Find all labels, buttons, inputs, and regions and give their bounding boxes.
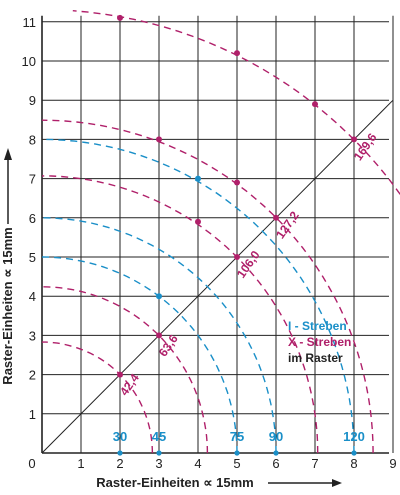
x-strebe-point — [156, 136, 162, 143]
y-tick-label: 10 — [22, 54, 36, 69]
y-tick-label: 4 — [29, 289, 36, 304]
y-tick-label: 5 — [29, 250, 36, 265]
i-strebe-point — [156, 293, 162, 300]
x-strebe-point — [195, 218, 201, 225]
x-strebe-label: 106,0 — [234, 248, 263, 281]
y-tick-label: 11 — [23, 15, 37, 30]
baseline-marker-point — [351, 450, 357, 456]
x-strebe-point — [312, 101, 318, 108]
x-tick-label: 5 — [233, 456, 240, 471]
x-tick-label: 6 — [272, 456, 279, 471]
y-tick-label: 1 — [29, 407, 36, 422]
x-strebe-arc — [41, 286, 209, 454]
x-strebe-arc — [72, 10, 400, 196]
baseline-marker-point — [117, 450, 123, 456]
x-tick-label: 7 — [311, 456, 318, 471]
marks — [117, 14, 357, 456]
legend-x-streben: X - Streben — [288, 335, 351, 349]
x-strebe-label: 127,2 — [273, 208, 302, 241]
x-tick-label: 2 — [116, 456, 123, 471]
baseline-marker-label: 75 — [230, 429, 244, 444]
diagonal-line — [41, 99, 394, 454]
baseline-marker-label: 90 — [269, 429, 283, 444]
x-strebe-label: 169,6 — [351, 130, 380, 163]
baseline-marker-point — [156, 450, 162, 456]
legend: I - Streben X - Streben im Raster — [288, 319, 351, 365]
baseline-marker-point — [273, 450, 279, 456]
x-strebe-point — [117, 371, 123, 378]
x-tick-label: 1 — [77, 456, 84, 471]
x-strebe-arc — [41, 119, 374, 454]
baseline-marker-label: 30 — [113, 429, 127, 444]
y-tick-label: 2 — [29, 368, 36, 383]
i-strebe-arc — [41, 217, 277, 454]
x-tick-label: 3 — [155, 456, 162, 471]
i-strebe-arc — [41, 138, 355, 454]
x-strebe-point — [234, 254, 240, 260]
y-tick-label: 9 — [29, 93, 36, 108]
x-axis-title: Raster-Einheiten ∝ 15mm — [96, 475, 253, 490]
x-tick-label: 8 — [350, 456, 357, 471]
legend-i-streben: I - Streben — [288, 319, 347, 333]
x-tick-label: 9 — [389, 456, 396, 471]
y-tick-label: 6 — [29, 211, 36, 226]
x-strebe-point — [117, 14, 123, 21]
legend-im-raster: im Raster — [288, 351, 343, 365]
i-strebe-arc — [41, 256, 238, 454]
x-tick-label: 4 — [194, 456, 201, 471]
y-axis-title: Raster-Einheiten ∝ 15mm — [0, 227, 15, 384]
baseline-marker-point — [234, 450, 240, 456]
x-axis-arrow — [268, 479, 342, 487]
baseline-marker-label: 120 — [343, 429, 365, 444]
y-axis-arrow — [4, 148, 12, 224]
x-strebe-point — [234, 179, 240, 186]
x-strebe-point — [156, 332, 162, 339]
i-strebe-point — [195, 175, 201, 182]
x-strebe-point — [351, 136, 357, 143]
x-tick-label: 0 — [28, 456, 35, 471]
y-tick-label: 7 — [29, 172, 36, 187]
x-strebe-point — [234, 50, 240, 57]
baseline-marker-label: 45 — [152, 429, 166, 444]
x-strebe-point — [273, 214, 279, 221]
y-tick-label: 3 — [29, 328, 36, 343]
y-tick-label: 8 — [29, 132, 36, 147]
arcs — [41, 10, 400, 454]
